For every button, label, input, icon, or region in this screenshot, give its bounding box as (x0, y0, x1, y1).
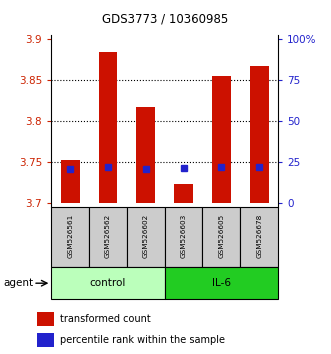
Text: percentile rank within the sample: percentile rank within the sample (60, 335, 225, 345)
Text: IL-6: IL-6 (212, 278, 231, 288)
Bar (127, 207, 165, 267)
Text: GSM526678: GSM526678 (256, 214, 262, 258)
Text: control: control (90, 278, 126, 288)
Bar (37, 312, 54, 326)
Bar (51, 207, 89, 267)
Bar (203, 207, 240, 267)
Bar (51, 267, 165, 299)
Text: GDS3773 / 10360985: GDS3773 / 10360985 (102, 12, 229, 25)
Bar (37, 333, 54, 347)
Bar (240, 207, 278, 267)
Bar (212, 76, 231, 203)
Text: GSM526605: GSM526605 (218, 214, 224, 258)
Bar (99, 52, 118, 203)
Bar (165, 207, 203, 267)
Bar (250, 67, 268, 203)
Bar (89, 207, 127, 267)
Text: agent: agent (3, 278, 33, 288)
Text: GSM526561: GSM526561 (67, 214, 73, 258)
Text: GSM526562: GSM526562 (105, 214, 111, 258)
Bar (61, 160, 80, 203)
Bar (136, 107, 155, 203)
Text: GSM526603: GSM526603 (181, 214, 187, 258)
Text: transformed count: transformed count (60, 314, 151, 324)
Bar (174, 184, 193, 203)
Text: GSM526602: GSM526602 (143, 214, 149, 258)
Bar (165, 267, 278, 299)
